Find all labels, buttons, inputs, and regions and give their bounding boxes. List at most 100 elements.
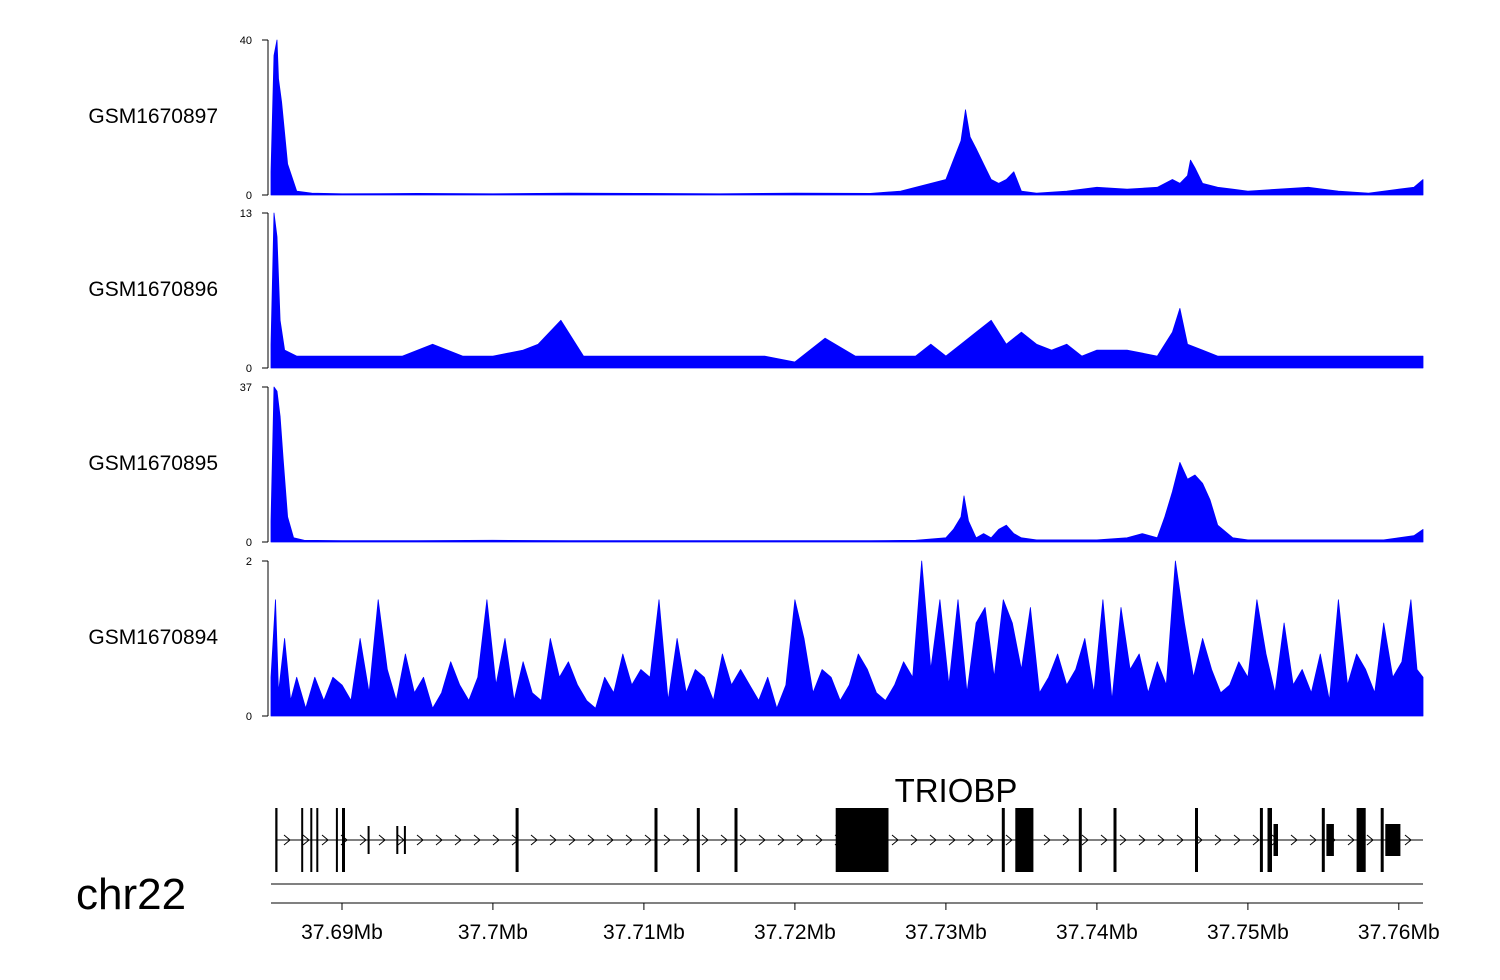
strand-arrow — [1100, 834, 1108, 846]
exon — [1259, 808, 1263, 872]
strand-arrow — [435, 834, 443, 846]
strand-arrow — [530, 834, 538, 846]
track-gsm1670894: GSM1670894 2 0 — [88, 556, 1424, 723]
strand-arrow — [720, 834, 728, 846]
track-label: GSM1670895 — [88, 452, 218, 475]
strand-arrow — [454, 834, 462, 846]
exon — [1267, 808, 1272, 872]
track-gsm1670896: GSM1670896 13 0 — [88, 208, 1424, 375]
signal-tracks: GSM1670897400GSM1670896130GSM1670895370G… — [88, 35, 1424, 723]
strand-arrow — [701, 834, 709, 846]
exon — [515, 808, 519, 872]
strand-arrow — [967, 834, 975, 846]
exon — [696, 808, 700, 872]
exon — [1385, 824, 1401, 856]
strand-arrow — [587, 834, 595, 846]
strand-arrow — [359, 834, 367, 846]
y-tick-label-min: 0 — [246, 363, 252, 375]
signal-area — [270, 39, 1424, 196]
strand-arrow — [663, 834, 671, 846]
strand-arrow — [986, 834, 994, 846]
strand-arrow — [1138, 834, 1146, 846]
signal-area — [270, 386, 1424, 543]
strand-arrow — [1081, 834, 1089, 846]
exon — [835, 808, 889, 872]
strand-arrow — [492, 834, 500, 846]
track-gsm1670895: GSM1670895 37 0 — [88, 382, 1424, 549]
strand-arrow — [378, 834, 386, 846]
strand-arrow — [1347, 834, 1355, 846]
strand-arrow — [568, 834, 576, 846]
strand-arrow — [1157, 834, 1165, 846]
y-tick-label-max: 37 — [240, 382, 252, 394]
strand-arrow — [1252, 834, 1260, 846]
signal-area — [270, 212, 1424, 369]
exon — [396, 826, 399, 854]
y-tick-label-max: 2 — [246, 556, 252, 568]
exon — [403, 826, 406, 854]
strand-arrow — [1005, 834, 1013, 846]
exon — [1001, 808, 1005, 872]
x-tick-label: 37.69Mb — [301, 921, 383, 944]
strand-arrow — [739, 834, 747, 846]
track-gsm1670897: GSM1670897 40 0 — [88, 35, 1424, 202]
strand-arrow — [283, 834, 291, 846]
strand-arrow — [929, 834, 937, 846]
strand-arrow — [416, 834, 424, 846]
strand-arrow — [1309, 834, 1317, 846]
strand-arrow — [1214, 834, 1222, 846]
x-tick-label: 37.76Mb — [1358, 921, 1440, 944]
strand-arrow — [1233, 834, 1241, 846]
exon — [301, 808, 304, 872]
x-tick-label: 37.74Mb — [1056, 921, 1138, 944]
x-tick-label: 37.73Mb — [905, 921, 987, 944]
exon — [275, 808, 278, 872]
exon — [335, 808, 338, 872]
strand-arrow — [1062, 834, 1070, 846]
exon — [734, 808, 738, 872]
exon — [1380, 808, 1384, 872]
strand-arrow — [644, 834, 652, 846]
y-tick-label-min: 0 — [246, 711, 252, 723]
strand-arrow — [796, 834, 804, 846]
exon — [310, 808, 313, 872]
y-tick-label-min: 0 — [246, 190, 252, 202]
exon — [1321, 808, 1325, 872]
exon — [367, 826, 370, 854]
y-tick-label-min: 0 — [246, 537, 252, 549]
strand-arrow — [758, 834, 766, 846]
gene-label: TRIOBP — [895, 772, 1018, 809]
strand-arrow — [625, 834, 633, 846]
track-label: GSM1670897 — [88, 105, 218, 128]
gene-track: TRIOBP — [275, 772, 1423, 872]
exon — [316, 808, 319, 872]
strand-arrow — [473, 834, 481, 846]
track-label: GSM1670894 — [88, 626, 218, 649]
x-tick-label: 37.75Mb — [1207, 921, 1289, 944]
strand-arrow — [606, 834, 614, 846]
strand-arrow — [549, 834, 557, 846]
y-tick-label-max: 13 — [240, 208, 252, 220]
exon — [1195, 808, 1198, 872]
signal-area — [270, 560, 1424, 717]
strand-arrow — [1176, 834, 1184, 846]
exon — [1015, 808, 1034, 872]
strand-arrow — [777, 834, 785, 846]
strand-arrow — [302, 834, 310, 846]
genome-axis: chr22 37.69Mb 37.7Mb 37.71Mb 37.72Mb 37.73Mb… — [76, 870, 1440, 944]
strand-arrow — [682, 834, 690, 846]
x-tick-label: 37.72Mb — [754, 921, 836, 944]
strand-arrow — [1404, 834, 1412, 846]
exon — [1356, 808, 1366, 872]
strand-arrow — [910, 834, 918, 846]
x-tick-label: 37.7Mb — [458, 921, 528, 944]
exon — [1273, 824, 1278, 856]
exon — [1113, 808, 1117, 872]
strand-arrow — [815, 834, 823, 846]
strand-arrow — [1290, 834, 1298, 846]
strand-arrow — [1119, 834, 1127, 846]
strand-arrow — [1366, 834, 1374, 846]
y-tick-label-max: 40 — [240, 35, 252, 47]
strand-arrow — [948, 834, 956, 846]
